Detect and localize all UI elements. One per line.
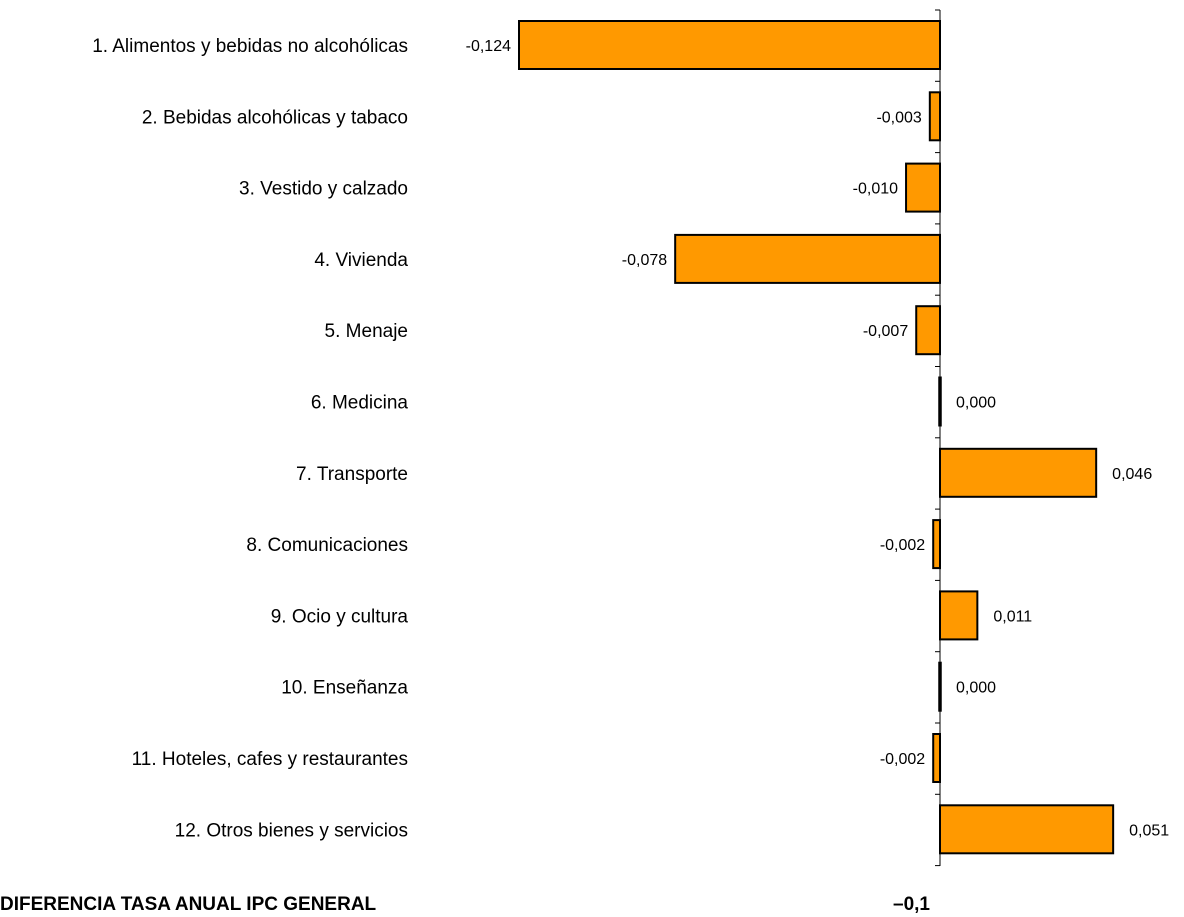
category-label: 12. Otros bienes y servicios xyxy=(175,820,408,841)
value-label: 0,011 xyxy=(993,608,1032,625)
value-label: 0,051 xyxy=(1129,822,1169,839)
category-label: 6. Medicina xyxy=(311,393,409,414)
value-label: -0,002 xyxy=(880,537,925,554)
value-label: 0,046 xyxy=(1112,466,1152,483)
bar xyxy=(932,519,941,570)
value-label: -0,078 xyxy=(622,252,667,269)
category-label: 10. Enseñanza xyxy=(281,678,408,699)
category-label: 1. Alimentos y bebidas no alcohólicas xyxy=(92,36,408,57)
bar xyxy=(674,233,941,284)
bar xyxy=(932,733,941,783)
category-label: 3. Vestido y calzado xyxy=(239,179,408,200)
bar xyxy=(939,804,1115,855)
value-label: 0,000 xyxy=(956,395,996,412)
category-label: 7. Transporte xyxy=(296,464,408,485)
value-label: -0,003 xyxy=(876,109,921,126)
value-label: -0,124 xyxy=(466,38,511,55)
bar xyxy=(928,91,941,142)
bar xyxy=(939,447,1098,498)
footer-value: –0,1 xyxy=(893,894,930,915)
bar xyxy=(939,590,979,641)
value-label: 0,000 xyxy=(956,680,996,697)
value-label: -0,010 xyxy=(853,181,898,198)
bar xyxy=(518,20,941,70)
bar xyxy=(905,162,942,213)
category-label: 11. Hoteles, cafes y restaurantes xyxy=(132,749,408,770)
category-label: 4. Vivienda xyxy=(314,250,408,271)
category-label: 2. Bebidas alcohólicas y tabaco xyxy=(142,107,408,128)
value-label: -0,002 xyxy=(880,751,925,768)
value-label: -0,007 xyxy=(863,323,908,340)
category-label: 5. Menaje xyxy=(325,321,408,342)
bar xyxy=(915,305,942,356)
footer-label: DIFERENCIA TASA ANUAL IPC GENERAL xyxy=(0,894,377,915)
category-label: 8. Comunicaciones xyxy=(246,535,408,556)
category-label: 9. Ocio y cultura xyxy=(271,606,409,627)
